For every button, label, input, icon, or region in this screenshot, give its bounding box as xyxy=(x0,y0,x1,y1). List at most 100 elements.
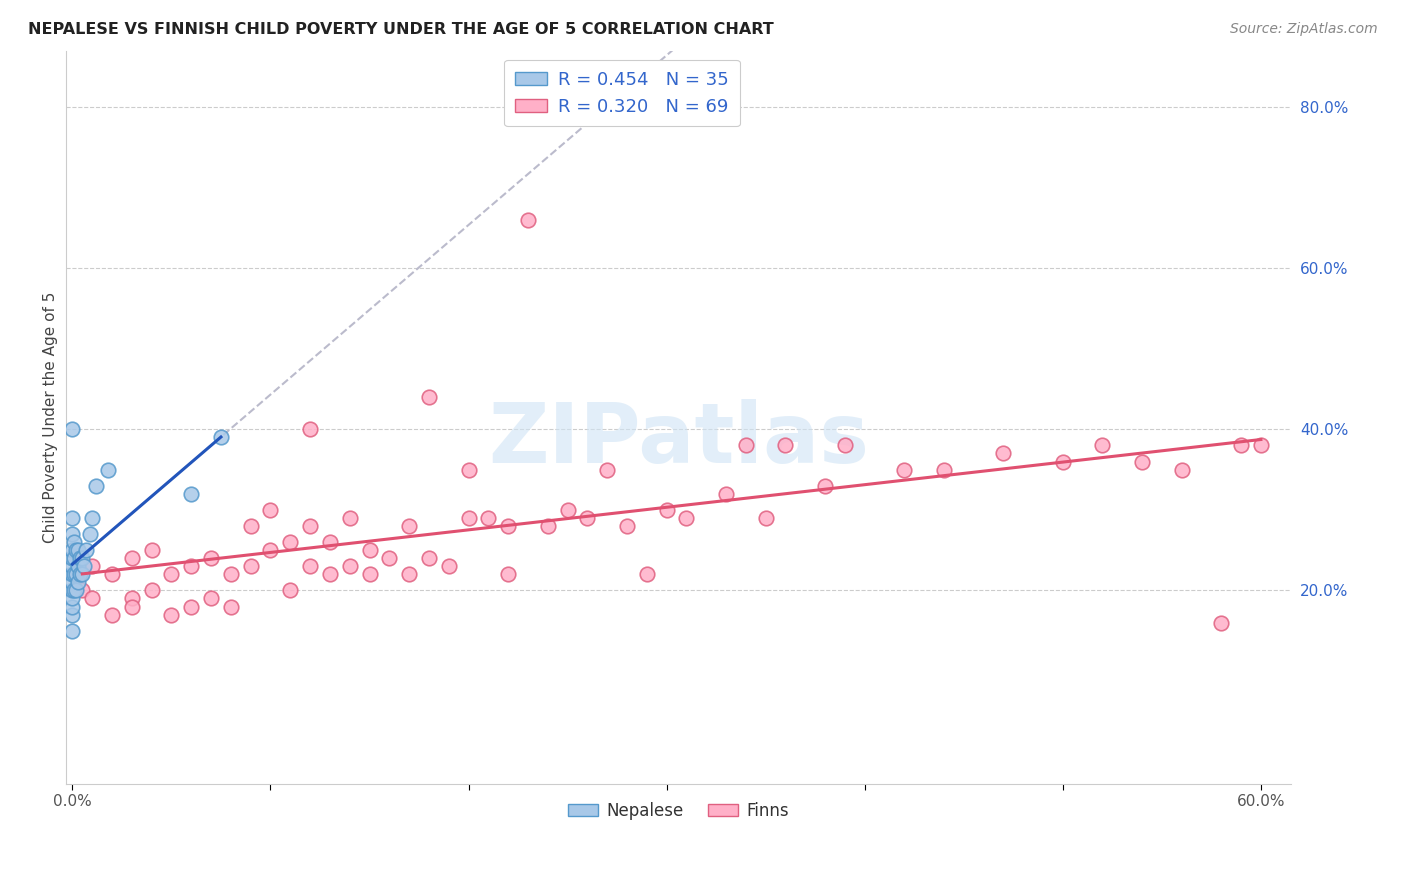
Point xyxy=(319,535,342,549)
Point xyxy=(1211,615,1233,630)
Point xyxy=(299,559,322,574)
Point xyxy=(60,551,83,566)
Point xyxy=(675,511,697,525)
Point xyxy=(714,487,737,501)
Point xyxy=(477,511,499,525)
Point xyxy=(60,567,83,582)
Point xyxy=(418,551,440,566)
Point xyxy=(65,583,87,598)
Point xyxy=(180,599,202,614)
Point xyxy=(893,462,915,476)
Point xyxy=(63,535,86,549)
Point xyxy=(141,583,163,598)
Legend: Nepalese, Finns: Nepalese, Finns xyxy=(561,796,796,827)
Point xyxy=(200,591,222,606)
Point xyxy=(378,551,401,566)
Point xyxy=(63,551,86,566)
Y-axis label: Child Poverty Under the Age of 5: Child Poverty Under the Age of 5 xyxy=(44,292,58,543)
Point xyxy=(101,567,124,582)
Point xyxy=(67,575,90,590)
Point xyxy=(160,567,183,582)
Point xyxy=(180,559,202,574)
Point xyxy=(596,462,619,476)
Point xyxy=(359,567,381,582)
Point xyxy=(121,591,143,606)
Text: ZIPatlas: ZIPatlas xyxy=(488,399,869,480)
Point xyxy=(299,519,322,533)
Point xyxy=(278,583,301,598)
Point xyxy=(82,591,104,606)
Point xyxy=(557,503,579,517)
Point xyxy=(219,567,242,582)
Point xyxy=(993,446,1015,460)
Point xyxy=(60,624,83,638)
Point xyxy=(200,551,222,566)
Point xyxy=(60,511,83,525)
Point xyxy=(60,559,83,574)
Point xyxy=(121,599,143,614)
Point xyxy=(97,462,120,476)
Point xyxy=(69,551,91,566)
Point xyxy=(60,591,83,606)
Point xyxy=(63,567,86,582)
Point xyxy=(814,478,837,492)
Point xyxy=(60,599,83,614)
Point xyxy=(457,462,479,476)
Point xyxy=(775,438,797,452)
Point xyxy=(63,583,86,598)
Point xyxy=(616,519,638,533)
Point xyxy=(278,535,301,549)
Point xyxy=(299,422,322,436)
Point xyxy=(755,511,778,525)
Point xyxy=(121,551,143,566)
Point xyxy=(437,559,460,574)
Point xyxy=(72,551,94,566)
Point xyxy=(734,438,756,452)
Point xyxy=(79,527,101,541)
Point xyxy=(339,511,361,525)
Point xyxy=(1170,462,1192,476)
Point xyxy=(60,543,83,558)
Point xyxy=(73,559,96,574)
Point xyxy=(72,583,94,598)
Point xyxy=(834,438,856,452)
Point xyxy=(60,527,83,541)
Point xyxy=(82,559,104,574)
Point xyxy=(496,519,519,533)
Point xyxy=(60,422,83,436)
Point xyxy=(418,390,440,404)
Point xyxy=(655,503,678,517)
Point xyxy=(60,575,83,590)
Point xyxy=(457,511,479,525)
Point xyxy=(239,519,262,533)
Point xyxy=(141,543,163,558)
Point xyxy=(1130,454,1153,468)
Point xyxy=(84,478,107,492)
Point xyxy=(259,503,281,517)
Point xyxy=(101,607,124,622)
Point xyxy=(1250,438,1272,452)
Point xyxy=(219,599,242,614)
Point xyxy=(1230,438,1253,452)
Point xyxy=(72,567,94,582)
Point xyxy=(67,559,90,574)
Text: NEPALESE VS FINNISH CHILD POVERTY UNDER THE AGE OF 5 CORRELATION CHART: NEPALESE VS FINNISH CHILD POVERTY UNDER … xyxy=(28,22,773,37)
Point xyxy=(398,519,420,533)
Point xyxy=(180,487,202,501)
Point xyxy=(259,543,281,558)
Point xyxy=(60,583,83,598)
Point xyxy=(160,607,183,622)
Point xyxy=(339,559,361,574)
Point xyxy=(576,511,599,525)
Point xyxy=(636,567,658,582)
Point xyxy=(1091,438,1114,452)
Point xyxy=(359,543,381,558)
Point xyxy=(209,430,232,444)
Point xyxy=(67,543,90,558)
Point xyxy=(65,567,87,582)
Point xyxy=(60,607,83,622)
Point xyxy=(239,559,262,574)
Point xyxy=(398,567,420,582)
Point xyxy=(496,567,519,582)
Point xyxy=(1052,454,1074,468)
